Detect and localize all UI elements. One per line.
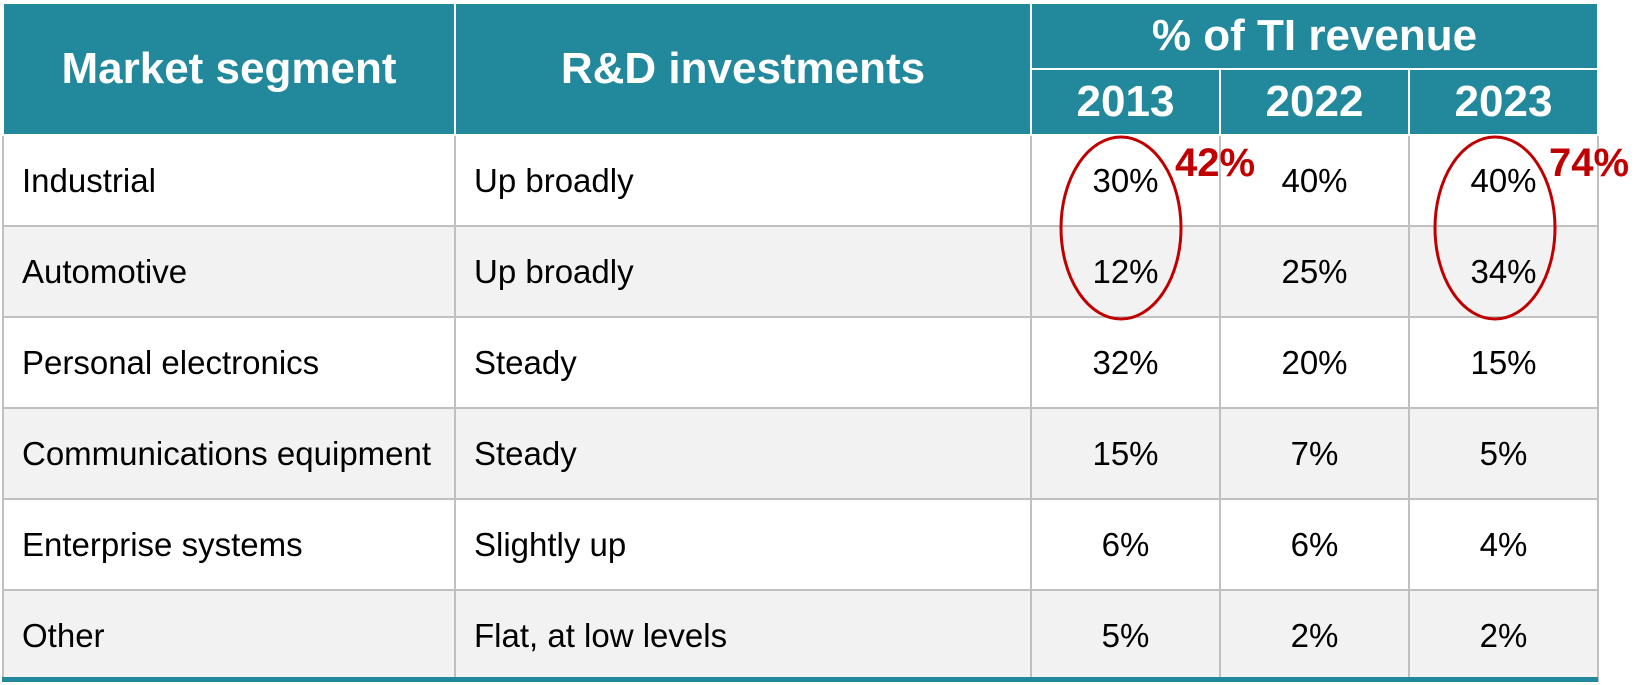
segment-cell: Communications equipment xyxy=(2,407,456,500)
value-cell-2022: 25% xyxy=(1219,225,1410,318)
rd-cell: Up broadly xyxy=(454,225,1032,318)
header-ti-revenue-group: % of TI revenue xyxy=(1030,2,1599,70)
segment-cell: Automotive xyxy=(2,225,456,318)
value-cell-2023: 40% xyxy=(1408,134,1599,227)
value-cell-2022: 20% xyxy=(1219,316,1410,409)
rd-cell: Steady xyxy=(454,316,1032,409)
value-cell-2022: 40% xyxy=(1219,134,1410,227)
header-market-segment: Market segment xyxy=(2,2,456,136)
header-year-2023: 2023 xyxy=(1408,68,1599,136)
value-cell-2022: 2% xyxy=(1219,589,1410,682)
value-cell-2013: 30% xyxy=(1030,134,1221,227)
revenue-table-container: Market segment R&D investments % of TI r… xyxy=(2,2,1599,682)
table-row: Communications equipment Steady 15% 7% 5… xyxy=(2,407,1599,500)
header-row-2: 2013 2022 2023 xyxy=(3,68,1599,136)
value-cell-2023: 15% xyxy=(1408,316,1599,409)
header-year-2013: 2013 xyxy=(1030,68,1221,136)
table-bottom-rule xyxy=(2,677,1598,682)
segment-cell: Enterprise systems xyxy=(2,498,456,591)
table-header: Market segment R&D investments % of TI r… xyxy=(2,2,1599,136)
table-row: Automotive Up broadly 12% 25% 34% xyxy=(2,225,1599,318)
rd-cell: Slightly up xyxy=(454,498,1032,591)
table-body: Industrial Up broadly 30% 40% 40% Automo… xyxy=(2,134,1599,682)
header-year-2022: 2022 xyxy=(1219,68,1410,136)
rd-cell: Flat, at low levels xyxy=(454,589,1032,682)
value-cell-2023: 2% xyxy=(1408,589,1599,682)
segment-cell: Personal electronics xyxy=(2,316,456,409)
rd-cell: Up broadly xyxy=(454,134,1032,227)
header-row-1: Market segment R&D investments % of TI r… xyxy=(2,2,1599,136)
value-cell-2013: 15% xyxy=(1030,407,1221,500)
value-cell-2022: 6% xyxy=(1219,498,1410,591)
segment-cell: Industrial xyxy=(2,134,456,227)
table-row: Other Flat, at low levels 5% 2% 2% xyxy=(2,589,1599,682)
value-cell-2013: 32% xyxy=(1030,316,1221,409)
table-row: Personal electronics Steady 32% 20% 15% xyxy=(2,316,1599,409)
value-cell-2013: 5% xyxy=(1030,589,1221,682)
value-cell-2013: 6% xyxy=(1030,498,1221,591)
table-row: Enterprise systems Slightly up 6% 6% 4% xyxy=(2,498,1599,591)
rd-cell: Steady xyxy=(454,407,1032,500)
value-cell-2023: 34% xyxy=(1408,225,1599,318)
value-cell-2023: 5% xyxy=(1408,407,1599,500)
value-cell-2023: 4% xyxy=(1408,498,1599,591)
value-cell-2013: 12% xyxy=(1030,225,1221,318)
segment-cell: Other xyxy=(2,589,456,682)
header-rd-investments: R&D investments xyxy=(454,2,1032,136)
revenue-table: Market segment R&D investments % of TI r… xyxy=(2,2,1599,682)
value-cell-2022: 7% xyxy=(1219,407,1410,500)
table-row: Industrial Up broadly 30% 40% 40% xyxy=(2,134,1599,227)
